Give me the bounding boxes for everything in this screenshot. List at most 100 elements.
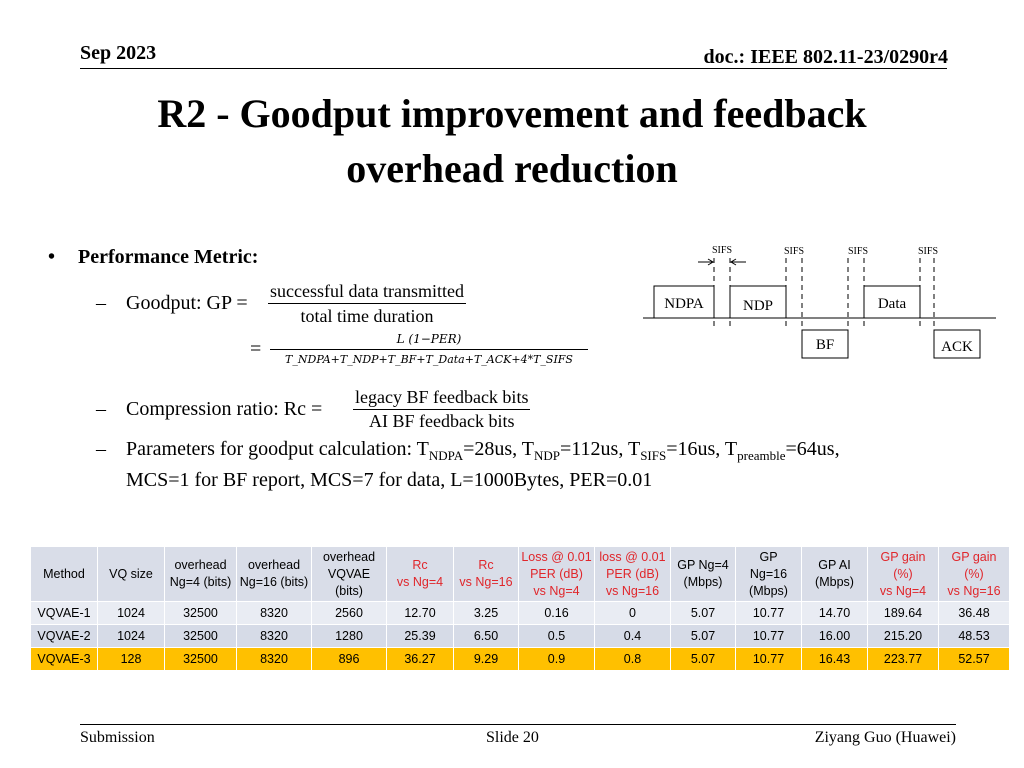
params-ndp-sub: NDP	[534, 448, 561, 463]
bullet-dot: •	[48, 246, 56, 268]
header-method: Method	[30, 546, 98, 602]
bf-label: BF	[816, 337, 834, 353]
cell-loss-ng16: 0	[594, 601, 671, 625]
performance-metric-bullet: • Performance Metric:	[48, 246, 258, 269]
cell-rc-ng4: 25.39	[386, 624, 454, 648]
cell-rc-ng4: 36.27	[386, 647, 454, 671]
cell-loss-ng16: 0.4	[594, 624, 671, 648]
cell-overhead-ng4: 32500	[164, 647, 237, 671]
sifs-label: SIFS	[712, 245, 732, 256]
footer-divider	[80, 724, 956, 725]
goodput-label: Goodput: GP =	[126, 292, 248, 314]
params-ndp-val: =112us, T	[560, 438, 641, 460]
dash: –	[96, 398, 106, 420]
cell-overhead-vqvae: 1280	[311, 624, 387, 648]
params-line-2: MCS=1 for BF report, MCS=7 for data, L=1…	[126, 469, 653, 491]
cell-loss-ng16: 0.8	[594, 647, 671, 671]
cell-gp-gain-ng4: 223.77	[867, 647, 939, 671]
cell-gp-ng4: 5.07	[670, 624, 736, 648]
params-prefix: Parameters for goodput calculation: T	[126, 438, 429, 460]
cell-gp-gain-ng16: 52.57	[938, 647, 1010, 671]
sifs-label: SIFS	[848, 246, 868, 257]
footer-submission: Submission	[80, 729, 155, 746]
cell-overhead-ng4: 32500	[164, 601, 237, 625]
data-frame	[863, 285, 921, 319]
header-date: Sep 2023	[80, 42, 157, 64]
cell-overhead-ng16: 8320	[236, 601, 312, 625]
dash: –	[96, 438, 106, 460]
header-gp-gain-ng4: GP gain (%) vs Ng=4	[867, 546, 939, 602]
ndp-frame	[729, 285, 787, 319]
cell-rc-ng4: 12.70	[386, 601, 454, 625]
cell-gp-ng4: 5.07	[670, 601, 736, 625]
cell-gp-gain-ng4: 189.64	[867, 601, 939, 625]
sifs-label: SIFS	[918, 246, 938, 257]
cell-loss-ng4: 0.9	[518, 647, 595, 671]
goodput-denominator: total time duration	[300, 306, 434, 326]
ndp-label: NDP	[743, 298, 773, 314]
cell-gp-ai: 14.70	[801, 601, 868, 625]
cell-method: VQVAE-1	[30, 601, 98, 625]
cell-gp-gain-ng16: 36.48	[938, 601, 1010, 625]
params-sifs-val: =16us, T	[666, 438, 738, 460]
header-vq-size: VQ size	[97, 546, 165, 602]
data-label: Data	[878, 296, 907, 312]
bf-frame	[801, 329, 849, 359]
cell-overhead-ng16: 8320	[236, 647, 312, 671]
goodput-fraction: successful data transmitted total time d…	[268, 280, 466, 327]
parameters-line: – Parameters for goodput calculation: TND…	[96, 437, 976, 493]
cell-rc-ng16: 3.25	[453, 601, 519, 625]
table-row: VQVAE-2 1024 32500 8320 1280 25.39 6.50 …	[30, 624, 1010, 648]
dash: –	[96, 292, 106, 314]
cell-vq-size: 128	[97, 647, 165, 671]
cell-gp-ng16: 10.77	[735, 624, 802, 648]
header-loss-ng4: Loss @ 0.01 PER (dB) vs Ng=4	[518, 546, 595, 602]
cell-loss-ng4: 0.5	[518, 624, 595, 648]
compression-denominator: AI BF feedback bits	[368, 411, 515, 431]
params-preamble-val: =64us,	[785, 438, 840, 460]
params-ndpa-sub: NDPA	[428, 448, 464, 463]
cell-vq-size: 1024	[97, 601, 165, 625]
formula-denominator: T_NDPA+T_NDP+T_BF+T_Data+T_ACK+4*T_SIFS	[285, 353, 573, 366]
ack-frame	[933, 329, 981, 359]
cell-loss-ng4: 0.16	[518, 601, 595, 625]
formula-numerator: L (1−PER)	[270, 330, 588, 350]
cell-gp-ng16: 10.77	[735, 647, 802, 671]
cell-vq-size: 1024	[97, 624, 165, 648]
cell-method: VQVAE-3	[30, 647, 98, 671]
header-gp-gain-ng16: GP gain (%) vs Ng=16	[938, 546, 1010, 602]
header-rc-ng16: Rc vs Ng=16	[453, 546, 519, 602]
compression-fraction: legacy BF feedback bits AI BF feedback b…	[353, 387, 531, 432]
compression-line: – Compression ratio: Rc =	[96, 398, 322, 421]
header-gp-ng4: GP Ng=4 (Mbps)	[670, 546, 736, 602]
cell-rc-ng16: 9.29	[453, 647, 519, 671]
results-table: Method VQ size overhead Ng=4 (bits) overh…	[30, 546, 1010, 671]
table-row: VQVAE-1 1024 32500 8320 2560 12.70 3.25 …	[30, 601, 1010, 625]
params-sifs-sub: SIFS	[640, 448, 667, 463]
formula-fraction: L (1−PER) T_NDPA+T_NDP+T_BF+T_Data+T_ACK…	[270, 330, 588, 369]
header-gp-ai: GP AI (Mbps)	[801, 546, 868, 602]
sifs-arrowhead-left	[707, 258, 714, 266]
header-overhead-vqvae: overhead VQVAE (bits)	[311, 546, 387, 602]
title-line-1: R2 - Goodput improvement and feedback	[157, 91, 867, 136]
ndpa-label: NDPA	[664, 296, 704, 312]
cell-overhead-ng4: 32500	[164, 624, 237, 648]
cell-method: VQVAE-2	[30, 624, 98, 648]
ack-label: ACK	[941, 339, 973, 355]
sifs-label: SIFS	[784, 246, 804, 257]
cell-gp-ai: 16.43	[801, 647, 868, 671]
footer-slide-number: Slide 20	[486, 729, 539, 746]
cell-gp-ng4: 5.07	[670, 647, 736, 671]
bullet-label: Performance Metric:	[78, 246, 259, 268]
cell-gp-ng16: 10.77	[735, 601, 802, 625]
cell-overhead-ng16: 8320	[236, 624, 312, 648]
header-overhead-ng4: overhead Ng=4 (bits)	[164, 546, 237, 602]
header-doc-id: doc.: IEEE 802.11-23/0290r4	[703, 46, 948, 68]
header-loss-ng16: loss @ 0.01 PER (dB) vs Ng=16	[594, 546, 671, 602]
formula-equals: =	[250, 338, 262, 360]
footer-author: Ziyang Guo (Huawei)	[814, 729, 956, 746]
compression-label: Compression ratio: Rc =	[126, 398, 323, 420]
cell-gp-gain-ng16: 48.53	[938, 624, 1010, 648]
goodput-line: – Goodput: GP =	[96, 292, 248, 315]
